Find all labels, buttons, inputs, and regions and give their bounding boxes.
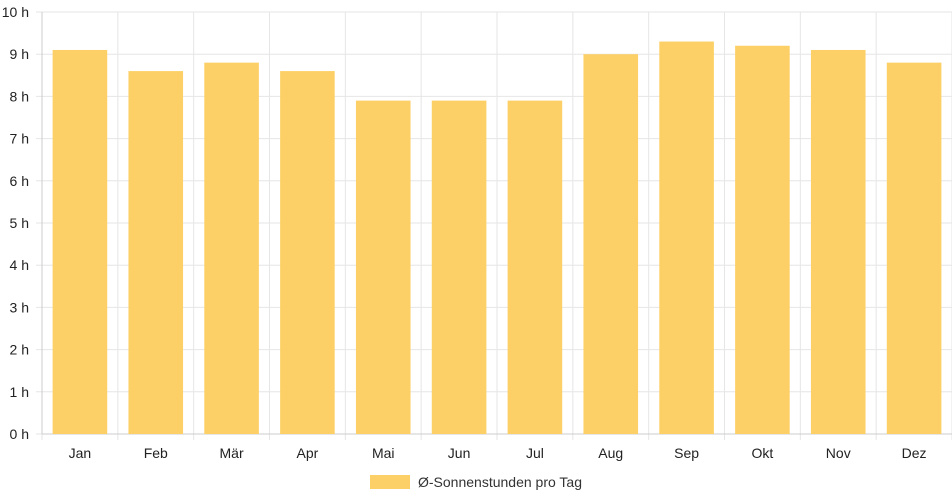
y-tick-label: 5 h	[10, 215, 29, 231]
legend-label: Ø-Sonnenstunden pro Tag	[418, 474, 582, 490]
legend-swatch	[370, 475, 410, 489]
y-tick-label: 4 h	[10, 257, 29, 273]
x-tick-label: Feb	[144, 445, 168, 461]
x-tick-label: Nov	[826, 445, 851, 461]
x-axis-labels: Jan Feb Mär Apr Mai Jun Jul Aug Sep Okt Nov Dez	[69, 445, 927, 461]
x-tick-label: Mär	[220, 445, 244, 461]
y-axis-labels: 0 h 1 h 2 h 3 h 4 h 5 h 6 h 7 h 8 h 9 h 10 h	[2, 4, 29, 442]
x-tick-label: Apr	[297, 445, 319, 461]
y-tick-label: 0 h	[10, 426, 29, 442]
x-tick-label: Dez	[902, 445, 927, 461]
bar[interactable]	[204, 62, 259, 434]
bar[interactable]	[280, 71, 335, 434]
bar[interactable]	[583, 54, 639, 434]
y-tick-label: 2 h	[10, 342, 29, 358]
x-tick-label: Okt	[752, 445, 774, 461]
y-tick-label: 3 h	[10, 299, 29, 315]
grid-lines	[36, 11, 952, 440]
bar[interactable]	[128, 71, 184, 434]
x-tick-label: Jan	[69, 445, 92, 461]
x-tick-label: Sep	[674, 445, 699, 461]
x-tick-label: Mai	[372, 445, 395, 461]
x-tick-label: Aug	[598, 445, 623, 461]
bar[interactable]	[810, 49, 866, 434]
bar[interactable]	[355, 100, 411, 435]
bar[interactable]	[507, 100, 563, 435]
x-tick-label: Jul	[526, 445, 544, 461]
y-tick-label: 10 h	[2, 4, 29, 20]
y-tick-label: 6 h	[10, 173, 29, 189]
bar[interactable]	[52, 49, 108, 434]
y-tick-label: 1 h	[10, 384, 29, 400]
bar[interactable]	[735, 45, 790, 434]
bar[interactable]	[886, 62, 942, 434]
y-tick-label: 9 h	[10, 46, 29, 62]
y-tick-label: 7 h	[10, 131, 29, 147]
bar[interactable]	[431, 100, 487, 435]
bars	[52, 41, 942, 435]
y-tick-label: 8 h	[10, 88, 29, 104]
legend[interactable]: Ø-Sonnenstunden pro Tag	[0, 470, 952, 494]
x-tick-label: Jun	[448, 445, 471, 461]
bar[interactable]	[659, 41, 714, 434]
